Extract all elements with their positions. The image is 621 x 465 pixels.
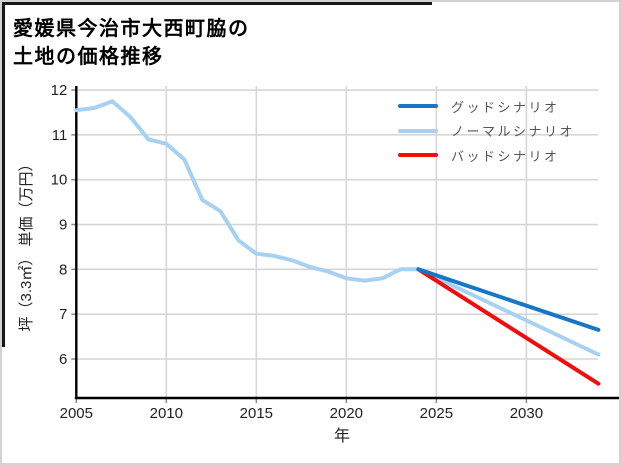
border-left [2,2,5,347]
bad-scenario-line-swatch [398,153,438,158]
good-scenario-line-swatch [398,104,438,109]
series-line-バッドシナリオ [416,267,601,386]
x-tick-label: 2025 [420,405,453,422]
legend-item-normal: ノーマルシナリオ [398,119,575,144]
chart-title-line2: 土地の価格推移 [13,46,164,68]
legend-label: ノーマルシナリオ [451,124,576,140]
legend-item-bad: バッドシナリオ [398,143,575,168]
y-tick-label: 7 [59,306,67,323]
y-tick-label: 6 [59,351,67,368]
series-line-グッドシナリオ [416,267,601,332]
x-tick-label: 2020 [330,405,363,422]
x-tick-label: 2015 [240,405,273,422]
legend: グッドシナリオ ノーマルシナリオ バッドシナリオ [398,94,575,168]
normal-scenario-line-swatch [398,128,438,133]
legend-item-good: グッドシナリオ [398,94,575,119]
legend-label: バッドシナリオ [451,148,560,164]
x-axis-label: 年 [333,428,350,445]
x-tick-label: 2030 [510,405,543,422]
y-tick-label: 8 [59,261,67,278]
legend-label: グッドシナリオ [451,99,560,115]
y-tick-label: 10 [51,172,68,189]
x-tick-label: 2005 [60,405,93,422]
y-tick-label: 12 [51,82,68,99]
y-tick-label: 9 [59,217,67,234]
y-tick-label: 11 [52,127,68,144]
chart-title: 愛媛県今治市大西町脇の 土地の価格推移 [13,15,250,71]
chart-title-line1: 愛媛県今治市大西町脇の [13,18,250,40]
border-top [2,2,432,5]
y-axis-label: 坪（3.3㎡） 単価（万円） [18,156,35,332]
x-tick-label: 2010 [150,405,183,422]
series-line-ノーマルシナリオ [74,99,601,357]
